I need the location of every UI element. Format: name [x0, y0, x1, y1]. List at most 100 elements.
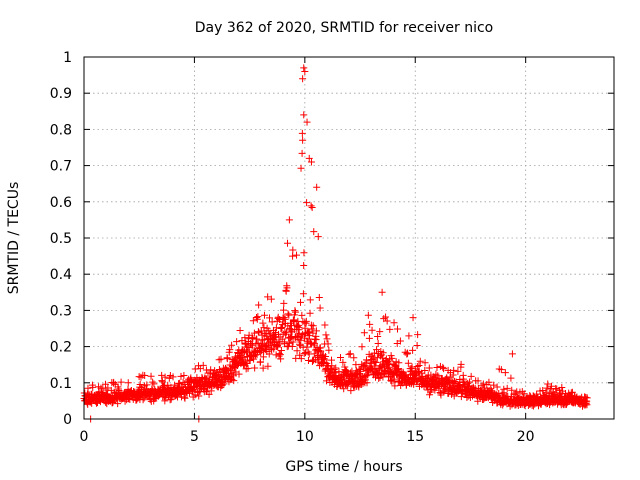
data-point — [364, 311, 372, 319]
data-point — [296, 351, 304, 359]
y-tick-label: 0.7 — [50, 159, 72, 175]
data-point — [266, 314, 273, 322]
data-point — [425, 364, 433, 372]
data-point — [379, 349, 387, 357]
data-point — [299, 136, 307, 144]
data-point — [259, 319, 267, 327]
data-point — [277, 355, 285, 363]
data-point — [497, 366, 505, 374]
data-point — [583, 394, 591, 402]
data-point — [542, 388, 550, 396]
data-point — [512, 389, 520, 397]
data-point — [449, 379, 457, 387]
data-point — [254, 313, 262, 321]
data-point — [386, 325, 394, 333]
data-point — [474, 377, 482, 385]
data-point — [421, 359, 429, 367]
data-point — [308, 203, 316, 211]
data-point — [583, 401, 591, 409]
data-point — [520, 390, 528, 398]
data-point — [479, 380, 487, 388]
data-point — [264, 362, 272, 370]
data-point — [308, 325, 316, 333]
data-point — [361, 376, 369, 384]
data-point — [239, 347, 247, 355]
data-point — [143, 381, 151, 389]
data-point — [360, 329, 368, 337]
data-point — [452, 378, 460, 386]
data-point — [295, 326, 303, 334]
data-point — [223, 355, 231, 363]
data-point — [297, 298, 305, 306]
data-point — [217, 355, 225, 363]
y-tick-label: 0.2 — [50, 340, 72, 356]
data-point — [390, 375, 398, 383]
data-point — [376, 328, 384, 336]
x-tick-label: 0 — [80, 429, 89, 445]
data-point — [384, 359, 392, 367]
data-point — [300, 111, 308, 119]
data-point — [315, 294, 323, 302]
data-point — [207, 387, 215, 395]
data-point — [285, 216, 293, 224]
data-point — [363, 379, 371, 387]
data-point — [280, 299, 288, 307]
data-point — [346, 350, 354, 358]
data-point — [507, 374, 515, 382]
data-point — [235, 370, 243, 378]
data-point — [101, 380, 109, 388]
data-point — [298, 149, 306, 157]
data-point — [180, 372, 188, 380]
data-point — [147, 372, 155, 380]
data-point — [250, 329, 258, 337]
data-point — [254, 339, 262, 347]
data-point — [289, 246, 297, 254]
data-point — [253, 335, 261, 343]
data-point — [289, 252, 297, 260]
data-point — [293, 251, 301, 259]
data-point — [567, 389, 575, 397]
data-point — [533, 390, 541, 398]
data-point — [277, 346, 285, 354]
data-point — [249, 317, 257, 325]
data-point — [307, 158, 315, 166]
data-point — [259, 364, 267, 372]
data-point — [503, 384, 511, 392]
data-point — [320, 356, 328, 364]
data-point — [299, 75, 307, 83]
data-point — [372, 359, 380, 366]
data-points — [80, 64, 591, 423]
data-point — [255, 301, 263, 309]
data-point — [287, 322, 295, 330]
data-point — [374, 333, 382, 341]
data-point — [330, 365, 338, 373]
data-point — [149, 378, 157, 386]
data-point — [303, 199, 311, 207]
data-point — [283, 284, 291, 292]
data-point — [396, 337, 404, 345]
data-point — [409, 314, 417, 322]
data-point — [284, 239, 292, 247]
data-point — [141, 371, 149, 379]
data-point — [303, 118, 311, 126]
data-point — [485, 378, 493, 386]
data-point — [249, 341, 257, 349]
data-point — [439, 363, 447, 371]
y-tick-label: 0.9 — [50, 86, 72, 102]
data-point — [289, 338, 297, 346]
data-point — [299, 290, 307, 298]
y-tick-label: 0.4 — [50, 267, 72, 283]
data-point — [370, 354, 378, 362]
data-point — [493, 383, 501, 391]
data-point — [382, 313, 390, 321]
data-point — [363, 359, 371, 367]
data-point — [474, 397, 482, 405]
data-point — [366, 320, 374, 328]
data-point — [268, 318, 276, 326]
data-point — [312, 327, 320, 335]
data-point — [260, 324, 268, 332]
data-point — [437, 391, 445, 399]
data-point — [256, 358, 264, 366]
data-point — [114, 400, 122, 408]
